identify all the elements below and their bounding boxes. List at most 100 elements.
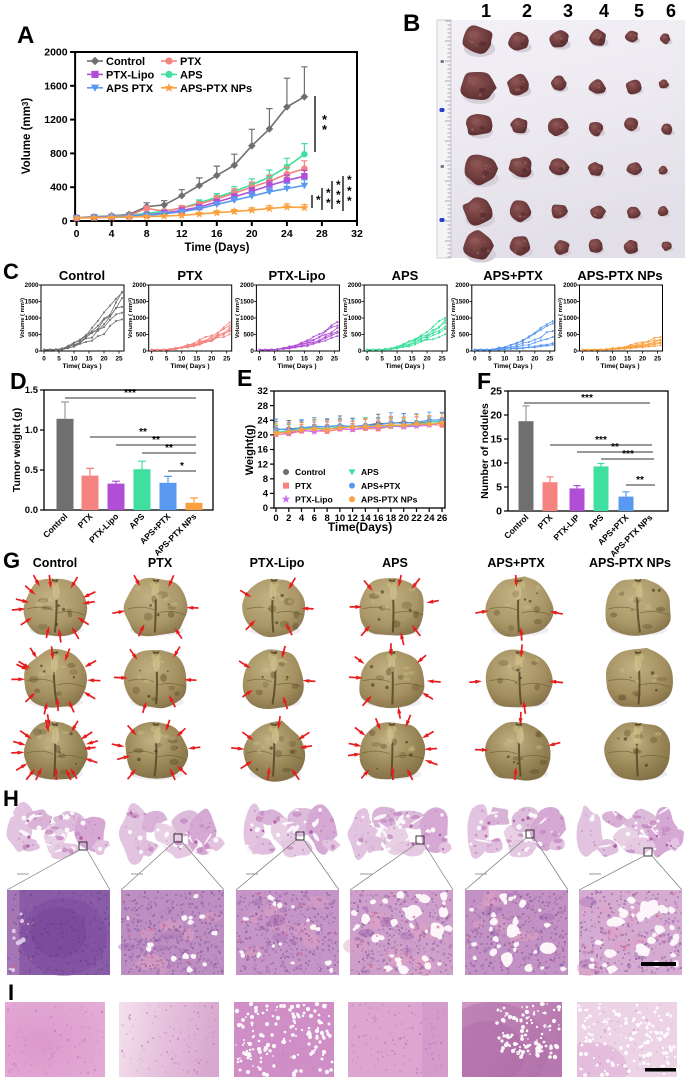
svg-text:5: 5 [634,1,644,21]
svg-text:32: 32 [351,228,363,240]
svg-text:3: 3 [563,1,573,21]
svg-text:1: 1 [481,1,491,21]
svg-text:0: 0 [258,356,262,363]
svg-text:0: 0 [143,348,147,355]
svg-text:Time(Days): Time(Days) [328,520,392,534]
svg-text:15: 15 [624,356,632,363]
svg-text:APS: APS [392,268,419,283]
svg-text:0: 0 [263,503,268,514]
svg-text:5: 5 [165,356,169,363]
svg-text:400: 400 [50,182,68,194]
svg-text:**: ** [165,443,173,454]
svg-text:**: ** [611,442,619,453]
svg-text:*: * [336,197,341,211]
svg-text:0: 0 [35,348,39,355]
svg-text:16: 16 [211,228,223,240]
svg-text:10: 10 [501,356,509,363]
svg-text:2000: 2000 [455,282,469,289]
svg-text:A: A [17,22,34,49]
svg-text:***: *** [622,449,634,460]
svg-text:20: 20 [257,430,268,441]
svg-text:Volume ( mm3): Volume ( mm3) [127,298,134,338]
svg-text:Control: Control [295,467,326,477]
svg-text:1500: 1500 [348,299,362,306]
svg-text:2000: 2000 [132,282,146,289]
svg-text:20: 20 [208,356,216,363]
svg-text:**: ** [139,427,147,438]
svg-text:8: 8 [144,228,150,240]
svg-text:22: 22 [411,513,422,524]
svg-text:0: 0 [466,348,470,355]
svg-text:1000: 1000 [348,315,362,322]
svg-text:500: 500 [28,332,39,339]
svg-text:8: 8 [263,474,268,485]
svg-text:1500: 1500 [240,299,254,306]
svg-text:25: 25 [654,356,662,363]
svg-text:I: I [8,980,14,1005]
svg-text:25: 25 [223,356,231,363]
svg-text:Volume ( mm3): Volume ( mm3) [19,298,26,338]
svg-text:APS+PTX: APS+PTX [361,481,401,491]
svg-text:10: 10 [178,356,186,363]
svg-text:5: 5 [488,356,492,363]
svg-text:0: 0 [62,216,68,228]
svg-text:Time( Days ): Time( Days ) [385,363,424,370]
svg-text:25: 25 [331,356,339,363]
svg-text:1000: 1000 [455,315,469,322]
svg-text:4: 4 [263,489,269,500]
svg-text:20: 20 [398,513,409,524]
svg-text:6: 6 [666,1,676,21]
svg-text:28: 28 [257,401,268,412]
svg-text:*: * [326,196,331,210]
svg-text:0: 0 [365,356,369,363]
svg-text:15: 15 [85,356,93,363]
svg-text:500: 500 [459,332,470,339]
svg-text:20: 20 [639,356,647,363]
svg-text:Volume ( mm3): Volume ( mm3) [450,298,457,338]
svg-text:0: 0 [581,356,585,363]
svg-text:APS: APS [382,556,408,570]
svg-text:Number of nodules: Number of nodules [479,403,491,499]
svg-text:Volume (mm3): Volume (mm3) [21,98,33,175]
svg-text:Time( Days ): Time( Days ) [277,363,316,370]
svg-text:4: 4 [109,228,115,240]
svg-text:***: *** [595,435,607,446]
svg-text:15: 15 [409,356,417,363]
svg-text:0: 0 [250,348,254,355]
svg-text:24: 24 [257,415,268,426]
svg-text:0: 0 [150,356,154,363]
svg-text:APS: APS [180,69,203,81]
svg-text:2000: 2000 [44,47,68,59]
svg-text:0: 0 [42,356,46,363]
svg-text:Control: Control [59,268,105,283]
svg-text:0: 0 [496,506,502,518]
svg-text:5: 5 [380,356,384,363]
svg-text:APS: APS [361,467,379,477]
svg-text:32: 32 [257,386,268,397]
svg-text:1600: 1600 [44,80,68,92]
svg-text:Weight(g): Weight(g) [244,424,256,475]
svg-text:PTX: PTX [177,268,203,283]
svg-text:1000: 1000 [25,315,39,322]
svg-text:PTX: PTX [148,556,173,570]
svg-text:15: 15 [301,356,309,363]
svg-text:10: 10 [70,356,78,363]
svg-text:1500: 1500 [132,299,146,306]
svg-text:*: * [347,194,352,208]
svg-text:**: ** [636,475,644,486]
svg-text:6: 6 [312,513,317,524]
svg-text:1500: 1500 [563,299,577,306]
svg-text:2000: 2000 [348,282,362,289]
svg-text:**: ** [152,435,160,446]
svg-text:2000: 2000 [240,282,254,289]
svg-text:12: 12 [176,228,188,240]
svg-text:1500: 1500 [25,299,39,306]
svg-text:APS-PTX NPs: APS-PTX NPs [589,556,671,570]
svg-text:PTX-Lipo: PTX-Lipo [250,556,305,570]
svg-text:APS+PTX: APS+PTX [487,556,545,570]
svg-text:2: 2 [522,1,532,21]
svg-text:0: 0 [573,348,577,355]
svg-text:0.5: 0.5 [25,465,39,476]
svg-text:26: 26 [437,513,448,524]
svg-text:10: 10 [609,356,617,363]
